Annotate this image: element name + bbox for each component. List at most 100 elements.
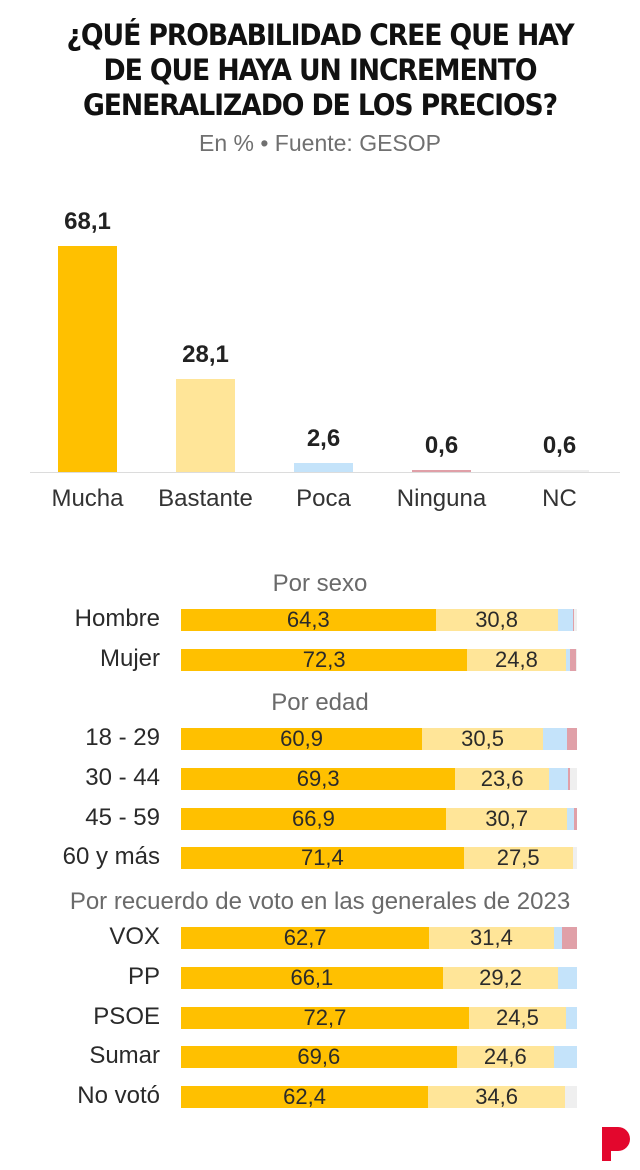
segment-value-label: 64,3 bbox=[286, 607, 330, 632]
segment-value-label: 60,9 bbox=[280, 726, 323, 751]
stacked-bar-row: 72,7 24,5 bbox=[181, 1004, 577, 1030]
segment-ninguna bbox=[572, 609, 575, 631]
segment-mucha: 62,4 bbox=[181, 1084, 429, 1110]
segment-value-label: 30,7 bbox=[485, 805, 529, 831]
segment-bastante: 29,2 bbox=[442, 964, 559, 990]
segment-value-label: 72,7 bbox=[303, 1004, 347, 1030]
segment-ninguna bbox=[567, 767, 571, 790]
segment-poca bbox=[565, 1006, 577, 1029]
segment-bastante: 34,6 bbox=[428, 1084, 566, 1110]
bar-value-label: 0,6 bbox=[424, 432, 459, 459]
category-label: Mucha bbox=[51, 485, 124, 512]
section-title: Por recuerdo de voto en las generales de… bbox=[69, 888, 571, 915]
stacked-bar-row: 64,3 30,8 bbox=[181, 607, 577, 632]
segment-poca bbox=[567, 807, 575, 830]
segment-mucha: 66,1 bbox=[181, 965, 443, 989]
segment-value-label: 71,4 bbox=[300, 845, 344, 871]
segment-poca bbox=[548, 767, 568, 790]
segment-value-label: 24,8 bbox=[494, 646, 538, 672]
segment-bastante: 24,8 bbox=[467, 646, 566, 672]
row-label: PP bbox=[127, 962, 160, 990]
segment-mucha: 64,3 bbox=[181, 607, 436, 632]
chart-baseline bbox=[30, 472, 620, 473]
category-label: NC bbox=[542, 485, 577, 512]
segment-mucha: 69,3 bbox=[181, 765, 456, 791]
segment-bastante: 31,4 bbox=[429, 925, 554, 950]
segment-value-label: 69,3 bbox=[296, 765, 340, 791]
segment-poca bbox=[565, 648, 571, 671]
brand-p-logo-icon bbox=[602, 1127, 630, 1161]
segment-value-label: 30,5 bbox=[461, 726, 504, 751]
row-label: 18 - 29 bbox=[85, 724, 160, 751]
stacked-bar-row: 62,7 31,4 bbox=[181, 925, 577, 950]
segment-bastante: 30,5 bbox=[422, 726, 543, 751]
segment-value-label: 29,2 bbox=[479, 964, 522, 990]
row-label: Hombre bbox=[74, 605, 160, 632]
bar-mucha bbox=[58, 246, 117, 472]
stacked-bar-row: 69,6 24,6 bbox=[181, 1044, 577, 1070]
segment-bastante: 24,5 bbox=[468, 1004, 566, 1030]
stacked-bar-row: 62,4 34,6 bbox=[181, 1084, 577, 1110]
chart-title: ¿QUÉ PROBABILIDAD CREE QUE HAY DE QUE HA… bbox=[26, 18, 615, 123]
segment-mucha: 62,7 bbox=[181, 926, 430, 950]
bar-value-label: 2,6 bbox=[306, 425, 341, 453]
segment-value-label: 31,4 bbox=[470, 925, 513, 950]
stacked-bar-row: 72,3 24,8 bbox=[181, 646, 577, 672]
segment-poca bbox=[557, 609, 573, 631]
segment-mucha: 66,9 bbox=[181, 805, 446, 831]
row-label: No votó bbox=[77, 1082, 160, 1110]
segment-ninguna bbox=[574, 807, 577, 830]
section-title: Por edad bbox=[271, 689, 369, 716]
chart-subtitle: En % • Fuente: GESOP bbox=[199, 130, 441, 156]
bar-ninguna bbox=[412, 470, 471, 472]
segment-poca bbox=[553, 927, 563, 949]
segment-nc bbox=[572, 847, 577, 870]
stacked-bar-row: 66,9 30,7 bbox=[181, 805, 577, 831]
segment-bastante: 23,6 bbox=[455, 766, 549, 790]
category-label: Ninguna bbox=[396, 485, 487, 512]
stacked-bar-row: 60,9 30,5 bbox=[181, 726, 577, 751]
row-label: 30 - 44 bbox=[85, 763, 160, 791]
category-label: Poca bbox=[296, 485, 351, 512]
category-label: Bastante bbox=[158, 485, 253, 512]
segment-mucha: 72,3 bbox=[181, 647, 468, 671]
bar-poca bbox=[294, 463, 353, 472]
segment-mucha: 71,4 bbox=[181, 845, 464, 871]
segment-mucha: 69,6 bbox=[181, 1044, 457, 1070]
stacked-bar-row: 71,4 27,5 bbox=[181, 845, 577, 871]
title-line-2: DE QUE HAYA UN INCREMENTO bbox=[103, 53, 538, 87]
segment-nc bbox=[575, 648, 577, 671]
segment-value-label: 24,6 bbox=[483, 1044, 527, 1070]
column-chart: 68,1 Mucha 28,1 Bastante 2,6 Poca 0,6 Ninguna 0,… bbox=[0, 0, 640, 530]
segment-nc bbox=[565, 1086, 577, 1109]
segment-value-label: 62,4 bbox=[283, 1084, 326, 1110]
segment-value-label: 24,5 bbox=[495, 1004, 539, 1030]
row-label: PSOE bbox=[93, 1002, 160, 1030]
row-label: Mujer bbox=[99, 644, 160, 672]
row-label: Sumar bbox=[89, 1042, 160, 1070]
segment-nc bbox=[574, 609, 577, 631]
segment-bastante: 27,5 bbox=[463, 845, 573, 871]
segment-mucha: 72,7 bbox=[181, 1004, 469, 1030]
row-label: 45 - 59 bbox=[85, 803, 160, 831]
segment-value-label: 66,9 bbox=[292, 805, 335, 831]
title-line-1: ¿QUÉ PROBABILIDAD CREE QUE HAY bbox=[66, 18, 575, 52]
segment-value-label: 30,8 bbox=[475, 607, 519, 632]
stacked-bar-row: 69,3 23,6 bbox=[181, 765, 577, 791]
bar-bastante bbox=[176, 378, 235, 472]
segment-mucha: 60,9 bbox=[181, 726, 423, 751]
section-title: Por sexo bbox=[272, 570, 368, 597]
segment-value-label: 34,6 bbox=[475, 1084, 519, 1110]
title-line-3: GENERALIZADO DE LOS PRECIOS? bbox=[82, 88, 558, 122]
segment-poca bbox=[558, 966, 577, 989]
segment-nc bbox=[570, 767, 577, 790]
segment-value-label: 27,5 bbox=[496, 845, 540, 871]
row-label: 60 y más bbox=[62, 843, 160, 871]
segment-bastante: 30,8 bbox=[435, 607, 558, 632]
segment-value-label: 69,6 bbox=[297, 1044, 341, 1070]
segment-ninguna bbox=[567, 728, 577, 750]
segment-ninguna bbox=[570, 648, 576, 671]
stacked-bar-row: 66,1 29,2 bbox=[181, 964, 577, 990]
row-label: VOX bbox=[109, 923, 160, 950]
segment-poca bbox=[542, 728, 568, 750]
